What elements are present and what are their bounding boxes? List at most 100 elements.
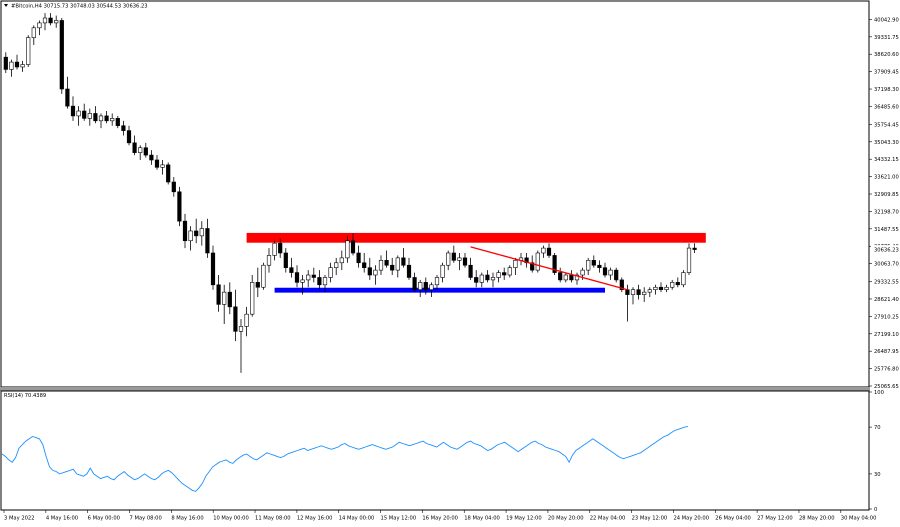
time-tick-label: 19 May 12:00 xyxy=(506,516,542,522)
candle xyxy=(177,186,182,227)
candle xyxy=(37,20,42,36)
candle-body xyxy=(569,274,574,281)
candle-body xyxy=(586,260,591,271)
rsi-level-label: 30 xyxy=(874,472,881,478)
candle-body xyxy=(283,252,288,268)
candle-body xyxy=(642,291,647,295)
candle xyxy=(479,272,484,288)
candle xyxy=(395,255,400,278)
candle-body xyxy=(362,262,367,268)
candle-body xyxy=(289,267,294,273)
candle xyxy=(294,265,300,288)
candle-body xyxy=(401,257,406,266)
candle xyxy=(653,284,658,295)
candle-body xyxy=(306,274,311,281)
time-tick-label: 15 May 12:00 xyxy=(381,516,417,522)
candle-body xyxy=(59,20,64,90)
price-tick-label: 37198.30 xyxy=(874,87,899,93)
candle-body xyxy=(14,61,20,68)
candle-body xyxy=(300,279,305,283)
candle-body xyxy=(418,282,423,291)
candle xyxy=(216,275,221,312)
time-tick-label: 8 May 16:00 xyxy=(171,516,203,522)
candle-body xyxy=(390,264,395,271)
candle-body xyxy=(647,289,652,293)
candle xyxy=(311,267,316,283)
candle xyxy=(143,142,148,158)
price-tick-label: 35043.30 xyxy=(874,140,899,146)
candle xyxy=(188,226,193,251)
candle xyxy=(574,272,580,285)
candle xyxy=(250,275,255,317)
candle xyxy=(306,270,311,288)
candle-body xyxy=(530,262,535,271)
symbol-info: #Bitcoin,H4 30715.73 30748.03 30544.53 3… xyxy=(11,4,148,10)
candle xyxy=(182,213,188,249)
candle-body xyxy=(496,272,501,278)
price-tick-label: 37909.45 xyxy=(874,70,899,76)
candle-body xyxy=(138,147,143,153)
symbol-dropdown-icon[interactable] xyxy=(4,4,8,7)
price-tick-label: 25065.65 xyxy=(874,384,899,390)
trendline[interactable] xyxy=(470,246,628,291)
candle xyxy=(429,282,434,298)
rsi-level-label: 70 xyxy=(874,425,881,431)
time-tick-label: 28 May 20:00 xyxy=(799,516,835,522)
candle-body xyxy=(636,289,641,295)
panel-separator[interactable] xyxy=(0,387,870,391)
candle-body xyxy=(485,274,490,281)
candle xyxy=(14,54,20,70)
candle-body xyxy=(93,113,98,122)
price-tick-label: 38620.60 xyxy=(874,52,899,58)
candle xyxy=(468,257,473,280)
candle xyxy=(93,106,98,124)
candle-body xyxy=(132,142,137,153)
candle xyxy=(563,272,568,283)
time-tick-label: 4 May 16:00 xyxy=(46,516,78,522)
candle xyxy=(462,252,468,268)
price-tick-label: 39331.75 xyxy=(874,35,899,41)
current-price-label: 30636.23 xyxy=(874,248,899,254)
candle xyxy=(3,52,8,74)
candle xyxy=(317,270,322,290)
candle xyxy=(446,250,451,271)
candle xyxy=(552,252,557,276)
candle-body xyxy=(474,277,479,283)
candle-body xyxy=(608,269,613,276)
candle xyxy=(283,248,288,273)
candle-body xyxy=(104,115,109,122)
candle-body xyxy=(42,17,48,24)
candle xyxy=(154,155,160,170)
price-tick-label: 25776.80 xyxy=(874,367,899,373)
candle xyxy=(457,252,462,271)
support-zone xyxy=(274,287,605,293)
price-tick-label: 34332.15 xyxy=(874,157,899,163)
candle xyxy=(401,248,406,268)
candle xyxy=(278,238,283,258)
candle xyxy=(31,25,36,45)
candle xyxy=(658,282,664,293)
candle-body xyxy=(98,115,104,122)
time-tick-label: 23 May 12:00 xyxy=(632,516,668,522)
candle xyxy=(339,250,344,271)
candle-body xyxy=(294,272,300,283)
candle-body xyxy=(395,257,400,271)
time-tick-label: 24 May 20:00 xyxy=(673,516,709,522)
candle-body xyxy=(65,88,70,107)
rsi-label: RSI(14) 70.4389 xyxy=(4,393,46,399)
price-tick-label: 28621.40 xyxy=(874,297,899,303)
price-tick-label: 30063.70 xyxy=(874,262,899,268)
candle-body xyxy=(278,242,283,254)
price-tick-label: 33621.00 xyxy=(874,175,899,181)
candle xyxy=(378,255,384,276)
rsi-line-layer xyxy=(1,426,689,492)
candle-body xyxy=(194,230,199,237)
candle xyxy=(507,265,512,278)
candle xyxy=(675,277,680,288)
candle-body xyxy=(412,277,417,291)
candle-body xyxy=(513,260,518,268)
candle-body xyxy=(479,274,484,283)
price-tick-label: 29332.55 xyxy=(874,280,899,286)
candle-body xyxy=(580,269,585,276)
